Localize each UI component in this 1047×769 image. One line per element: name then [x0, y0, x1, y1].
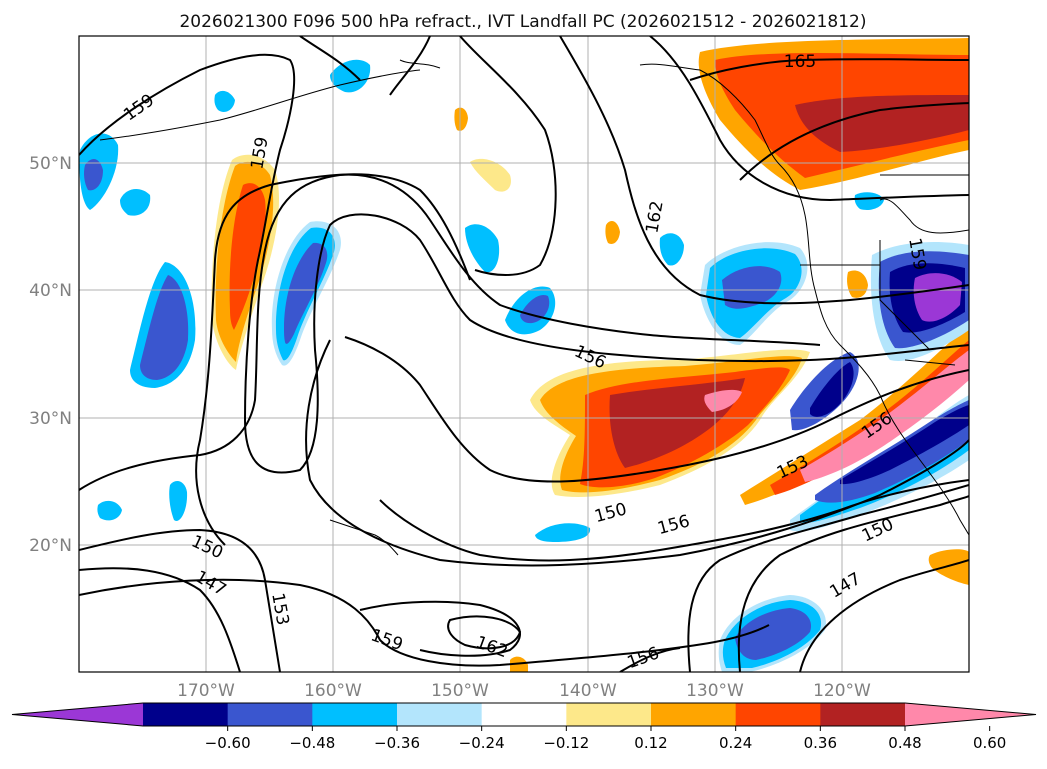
shade-bot-blue — [735, 608, 812, 660]
shade-small-4 — [120, 188, 151, 216]
lon-label: 170°W — [177, 681, 235, 701]
shade-cp-pink — [704, 389, 742, 412]
shade-nw-navy — [810, 362, 854, 417]
shade-pos-1 — [928, 549, 969, 585]
shade-coast-red — [770, 340, 969, 495]
shade-small-3b — [84, 158, 103, 191]
map-frame — [78, 35, 970, 673]
map-title: 2026021300 F096 500 hPa refract., IVT La… — [179, 12, 866, 32]
colorbar-tick-label: −0.36 — [374, 734, 420, 752]
colorbar-swatch — [651, 703, 737, 726]
colorbar-swatch — [227, 703, 313, 726]
colorbar-swatch — [735, 703, 821, 726]
colorbar-swatch — [143, 703, 229, 726]
colorbar-extend-max — [905, 703, 1036, 726]
colorbar-tick-label: −0.12 — [543, 734, 589, 752]
shade-coast-orange — [740, 325, 969, 505]
shade-gb-purple — [913, 273, 962, 322]
colorbar-tick-label: 0.36 — [804, 734, 837, 752]
lat-label: 20°N — [29, 536, 72, 556]
colorbar-swatch — [820, 703, 906, 726]
lon-label: 120°W — [813, 681, 871, 701]
shade-pos-4 — [470, 158, 511, 192]
colorbar-tick-label: −0.24 — [459, 734, 505, 752]
shade-pos-3 — [454, 107, 468, 131]
map-area: 159 159 165 162 159 156 153 156 150 156 … — [79, 36, 969, 672]
shade-bc-darkred — [795, 95, 969, 152]
colorbar: −0.60 −0.48 −0.36 −0.24 −0.12 0.12 0.24 0.36 0.4… — [11, 702, 1037, 752]
colorbar-swatch — [566, 703, 652, 726]
shade-pos-5 — [605, 220, 620, 244]
shade-small-6 — [214, 90, 235, 112]
shade-pos-2 — [847, 270, 868, 298]
lat-label: 30°N — [29, 409, 72, 429]
shade-166-red — [229, 183, 266, 330]
shade-small-9 — [535, 523, 591, 542]
lon-label: 160°W — [304, 681, 362, 701]
shade-small-8 — [97, 500, 122, 521]
lon-label: 150°W — [431, 681, 489, 701]
lat-label: 50°N — [29, 154, 72, 174]
colorbar-tick-label: 0.60 — [973, 734, 1006, 752]
shade-small-7 — [169, 480, 188, 521]
shade-small-1b — [520, 294, 550, 324]
shade-173-blue — [140, 275, 189, 380]
lon-label: 130°W — [686, 681, 744, 701]
colorbar-tick-label: −0.60 — [205, 734, 251, 752]
shade-162-blue — [284, 242, 328, 344]
colorbar-tick-label: −0.48 — [289, 734, 335, 752]
coastlines — [99, 59, 969, 556]
colorbar-tick-label: 0.24 — [719, 734, 752, 752]
colorbar-swatch — [312, 703, 398, 726]
colorbar-tick-label: 0.48 — [888, 734, 921, 752]
shade-small-2 — [465, 224, 500, 273]
graticule — [79, 36, 969, 672]
lon-label: 140°W — [559, 681, 617, 701]
colorbar-extend-min — [12, 703, 143, 726]
colorbar-swatch — [481, 703, 567, 726]
shade-130-blue — [722, 266, 782, 309]
shade-small-5 — [330, 59, 371, 93]
colorbar-outline — [11, 702, 1037, 727]
shade-small-10 — [854, 192, 884, 210]
contours — [79, 36, 969, 672]
colorbar-swatch — [397, 703, 483, 726]
contour-label: 165 — [784, 52, 816, 72]
shade-coastneg-navy — [840, 405, 969, 485]
colorbar-tick-label: 0.12 — [634, 734, 667, 752]
shade-small-11 — [659, 233, 684, 266]
lat-label: 40°N — [29, 281, 72, 301]
